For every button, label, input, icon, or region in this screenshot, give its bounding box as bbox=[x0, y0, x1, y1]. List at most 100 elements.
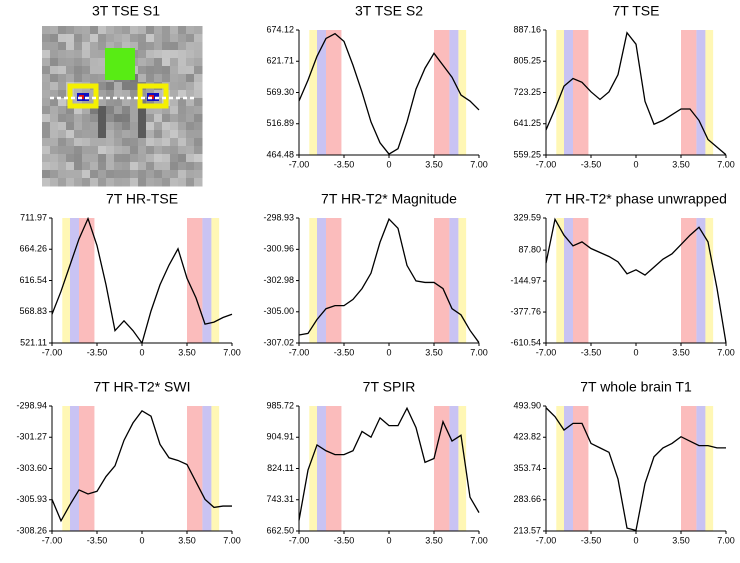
pixel bbox=[178, 162, 187, 171]
pixel bbox=[74, 154, 83, 163]
pixel bbox=[138, 154, 147, 163]
y-tick-label: 464.48 bbox=[266, 149, 294, 159]
pixel bbox=[170, 98, 179, 107]
x-tick-label: 7.00 bbox=[470, 159, 488, 169]
pixel bbox=[170, 58, 179, 67]
pixel bbox=[98, 122, 107, 131]
pixel bbox=[146, 138, 155, 147]
pixel bbox=[138, 66, 147, 75]
pixel bbox=[138, 34, 147, 43]
pixel bbox=[170, 34, 179, 43]
x-tick-label: 3.50 bbox=[178, 347, 196, 357]
pixel bbox=[146, 58, 155, 67]
pixel bbox=[194, 114, 203, 123]
y-tick-label: 641.25 bbox=[513, 118, 541, 128]
pixel bbox=[122, 138, 131, 147]
pixel bbox=[170, 42, 179, 51]
pixel bbox=[170, 146, 179, 155]
pixel bbox=[50, 34, 59, 43]
pixel bbox=[98, 114, 107, 123]
pixel bbox=[50, 82, 59, 91]
pixel bbox=[138, 74, 147, 83]
pixel bbox=[162, 130, 171, 139]
roi-green bbox=[105, 48, 135, 80]
pixel bbox=[194, 178, 203, 187]
pixel bbox=[42, 154, 51, 163]
pixel bbox=[178, 42, 187, 51]
pixel bbox=[42, 130, 51, 139]
pixel bbox=[194, 98, 203, 107]
pixel bbox=[170, 170, 179, 179]
shaded-region bbox=[187, 218, 203, 343]
pixel bbox=[66, 34, 75, 43]
pixel bbox=[154, 178, 163, 187]
pixel bbox=[82, 66, 91, 75]
pixel bbox=[50, 130, 59, 139]
x-tick-label: 7.00 bbox=[717, 159, 735, 169]
pixel bbox=[58, 74, 67, 83]
pixel bbox=[106, 82, 115, 91]
y-tick-label: -305.93 bbox=[16, 494, 47, 504]
pixel bbox=[178, 138, 187, 147]
shaded-region bbox=[62, 406, 70, 531]
pixel bbox=[130, 42, 139, 51]
pixel bbox=[162, 178, 171, 187]
x-tick-label: 3.50 bbox=[425, 535, 443, 545]
pixel bbox=[42, 34, 51, 43]
x-tick-label: 0 bbox=[633, 347, 638, 357]
shaded-region bbox=[573, 218, 589, 343]
shaded-region bbox=[681, 406, 697, 531]
pixel bbox=[74, 178, 83, 187]
y-tick-label: 723.25 bbox=[513, 87, 541, 97]
pixel bbox=[194, 58, 203, 67]
mri-image bbox=[42, 26, 203, 187]
pixel bbox=[42, 170, 51, 179]
y-tick-label: 621.71 bbox=[266, 56, 294, 66]
pixel bbox=[74, 34, 83, 43]
pixel bbox=[66, 106, 75, 115]
pixel bbox=[186, 82, 195, 91]
shaded-region bbox=[434, 30, 450, 155]
y-tick-label: -301.27 bbox=[16, 432, 47, 442]
shaded-region bbox=[434, 218, 450, 343]
pixel bbox=[194, 122, 203, 131]
pixel bbox=[90, 26, 99, 35]
pixel bbox=[194, 42, 203, 51]
pixel bbox=[90, 42, 99, 51]
pixel bbox=[42, 98, 51, 107]
pixel bbox=[138, 26, 147, 35]
pixel bbox=[42, 26, 51, 35]
pixel bbox=[178, 98, 187, 107]
pixel bbox=[194, 162, 203, 171]
pixel bbox=[154, 98, 163, 107]
pixel bbox=[58, 146, 67, 155]
shaded-region bbox=[70, 218, 79, 343]
pixel bbox=[90, 122, 99, 131]
y-tick-label: 616.54 bbox=[19, 275, 47, 285]
data-line bbox=[51, 216, 233, 345]
pixel bbox=[90, 154, 99, 163]
pixel bbox=[74, 74, 83, 83]
pixel bbox=[74, 26, 83, 35]
pixel bbox=[50, 106, 59, 115]
pixel bbox=[50, 98, 59, 107]
pixel bbox=[154, 50, 163, 59]
pixel bbox=[66, 66, 75, 75]
pixel bbox=[50, 66, 59, 75]
x-tick-label: 0 bbox=[386, 535, 391, 545]
x-tick-label: -7.00 bbox=[42, 535, 63, 545]
pixel bbox=[58, 138, 67, 147]
x-tick-label: 7.00 bbox=[470, 535, 488, 545]
x-tick-label: -3.50 bbox=[334, 535, 355, 545]
pixel bbox=[90, 58, 99, 67]
pixel bbox=[74, 130, 83, 139]
pixel bbox=[98, 50, 107, 59]
pixel bbox=[138, 42, 147, 51]
pixel bbox=[114, 146, 123, 155]
y-tick-label: 353.74 bbox=[513, 463, 541, 473]
x-tick-label: -7.00 bbox=[536, 535, 557, 545]
shaded-region bbox=[326, 218, 342, 343]
pixel bbox=[170, 66, 179, 75]
pixel bbox=[74, 50, 83, 59]
